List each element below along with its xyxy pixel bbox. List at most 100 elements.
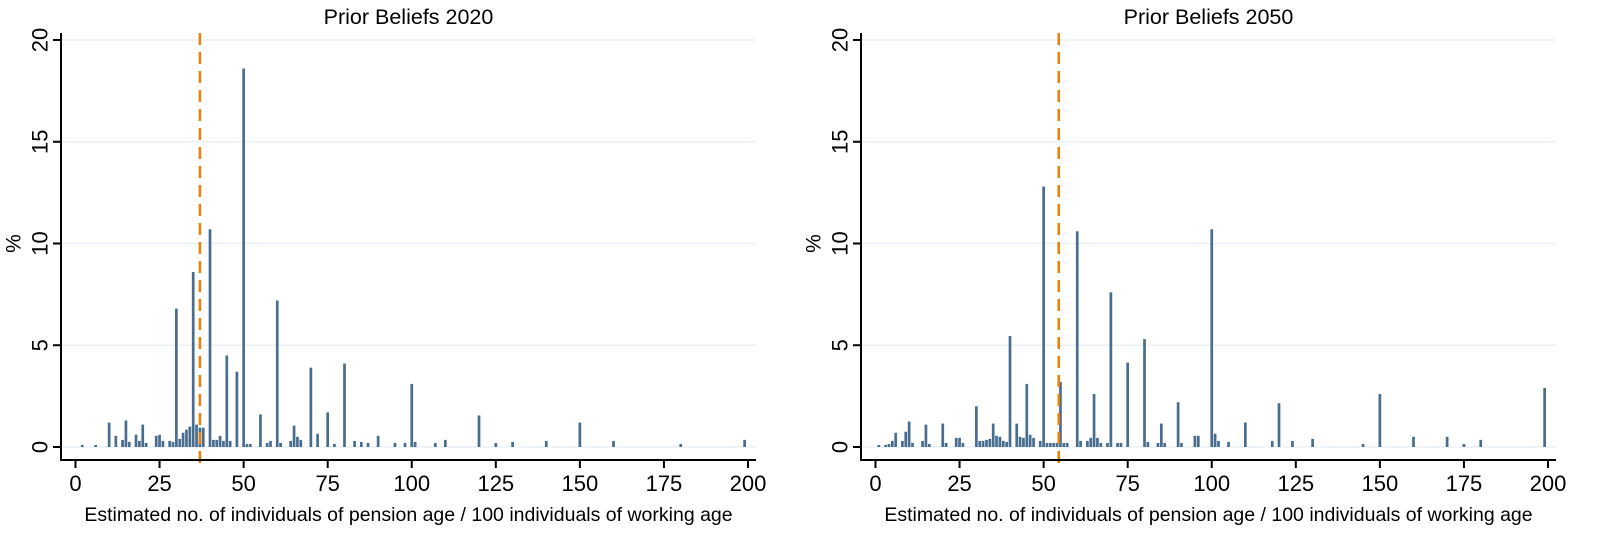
histogram-bar [988, 438, 992, 447]
x-tick-label: 25 [947, 471, 971, 496]
histogram-bar [1412, 436, 1415, 447]
histogram-bar [1270, 440, 1274, 447]
histogram-bar [393, 442, 397, 447]
histogram-bar [222, 440, 225, 447]
x-tick-label: 200 [730, 471, 767, 496]
histogram-bar [1116, 442, 1119, 447]
histogram-bar [1361, 443, 1365, 447]
histogram-bar [1005, 441, 1008, 447]
histogram-bar [1065, 442, 1069, 447]
histogram-bar [1008, 336, 1012, 447]
histogram-bar [433, 442, 437, 447]
histogram-bar [218, 435, 222, 447]
histogram-bar [1032, 437, 1035, 447]
x-tick-label: 75 [1115, 471, 1139, 496]
histogram-bar [1213, 433, 1217, 447]
histogram-bar [80, 444, 84, 447]
histogram-bar [376, 435, 380, 447]
histogram-bar [911, 442, 914, 447]
histogram-bar [124, 420, 128, 448]
histogram-bar [1015, 423, 1019, 447]
histogram-bar [1092, 394, 1096, 447]
histogram-bar [185, 429, 188, 447]
panel-prior-beliefs-2050: 0 5 10 15 20 0 25 50 75 100 125 150 175 200 Prior Beli… [800, 0, 1600, 540]
histogram-bar [578, 422, 582, 447]
histogram-bar [259, 414, 262, 447]
histogram-bar [181, 432, 185, 447]
histogram-bar [1022, 437, 1025, 447]
histogram-bar [1143, 339, 1146, 447]
histogram-bar [890, 440, 894, 447]
y-tick-label: 5 [28, 339, 53, 351]
panel-prior-beliefs-2020: 0 5 10 15 20 0 25 50 75 100 125 150 175 200 Prior Beli… [3, 5, 767, 526]
histogram-bar [208, 229, 212, 447]
histogram-bar [1277, 403, 1281, 447]
histogram-bar [1089, 437, 1093, 447]
histogram-bar [884, 444, 887, 447]
histogram-bar [127, 441, 131, 447]
histogram-bar [1096, 437, 1099, 447]
x-tick-label: 200 [1530, 471, 1567, 496]
histogram-bar [961, 442, 965, 447]
histogram-bar [477, 415, 481, 447]
histogram-bar [269, 440, 272, 447]
histogram-bar [975, 406, 978, 447]
y-tick-label: 10 [28, 231, 53, 255]
x-tick-label: 175 [646, 471, 683, 496]
histogram-bar [1196, 435, 1200, 447]
histogram-bar [228, 440, 232, 447]
histogram-bar [907, 421, 911, 447]
histogram-bar [921, 440, 924, 447]
histogram-bar [1156, 442, 1160, 447]
histogram-bar [191, 271, 195, 447]
x-tick-label: 75 [315, 471, 339, 496]
histogram-bar [1378, 394, 1382, 447]
histogram-bar [1075, 231, 1079, 447]
histogram-bar [1163, 442, 1167, 447]
chart-title: Prior Beliefs 2050 [1124, 5, 1294, 29]
histogram-bar [679, 443, 683, 447]
histogram-bar [1244, 422, 1247, 447]
histogram-bar [359, 441, 363, 447]
histogram-bar [413, 441, 417, 447]
y-tick-label: 20 [28, 28, 53, 52]
histogram-bar [1079, 440, 1082, 447]
x-tick-label: 50 [1031, 471, 1055, 496]
histogram-bar [901, 440, 904, 447]
histogram-bar [1543, 387, 1546, 448]
histogram-bar [1055, 442, 1059, 447]
histogram-bar [1018, 436, 1022, 447]
histogram-bar [877, 444, 881, 447]
histogram-bar [1146, 441, 1150, 447]
x-tick-label: 125 [477, 471, 514, 496]
histogram-bar [887, 443, 891, 447]
histogram-bar [612, 440, 615, 447]
histogram-bar [1227, 441, 1230, 447]
histogram-bar [894, 432, 898, 447]
histogram-bar [1159, 423, 1163, 447]
histogram-bar [201, 427, 205, 447]
histogram-bar [1038, 440, 1042, 447]
histogram-bar [444, 439, 447, 447]
histogram-bar [1126, 362, 1130, 447]
histogram-bar [1479, 439, 1483, 447]
histogram-bar [1099, 442, 1103, 447]
histogram-bar [941, 423, 945, 447]
y-tick-label: 0 [28, 441, 53, 453]
histogram-bar [178, 438, 182, 447]
histogram-bar [1217, 440, 1220, 447]
histogram-bar [1001, 440, 1005, 447]
histogram-bar [544, 440, 548, 447]
histogram-bar [494, 442, 498, 447]
histogram-bar [225, 355, 229, 448]
x-tick-label: 25 [147, 471, 171, 496]
histogram-bar [154, 435, 158, 447]
histogram-bar [1052, 442, 1056, 447]
histogram-bar [1059, 381, 1062, 447]
histogram-bar [1291, 440, 1294, 447]
histogram-bar [353, 440, 356, 447]
histogram-bar [998, 436, 1002, 447]
histogram-bar [511, 441, 514, 447]
histogram-bar [158, 434, 161, 447]
